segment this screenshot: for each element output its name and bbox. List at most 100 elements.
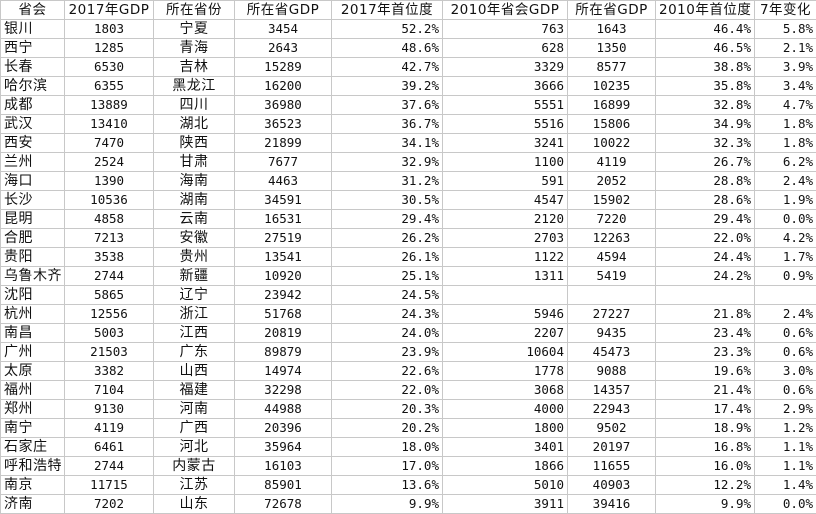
cell-primacy-2010: 23.4% xyxy=(655,323,755,343)
cell-capital: 成都 xyxy=(0,95,65,115)
cell-province-gdp-2017: 14974 xyxy=(234,361,332,381)
cell-primacy-2017: 32.9% xyxy=(331,152,443,172)
cell-change-7yr: 0.6% xyxy=(754,342,816,362)
cell-primacy-2010: 16.0% xyxy=(655,456,755,476)
cell-capital-gdp-2010: 591 xyxy=(442,171,568,191)
cell-primacy-2010: 19.6% xyxy=(655,361,755,381)
cell-primacy-2017: 26.2% xyxy=(331,228,443,248)
cell-province: 江苏 xyxy=(153,475,235,495)
cell-gdp-2017: 6461 xyxy=(64,437,154,457)
cell-province-gdp-2017: 85901 xyxy=(234,475,332,495)
cell-primacy-2017: 24.5% xyxy=(331,285,443,305)
table-row: 太原 3382 山西 14974 22.6% 1778 9088 19.6% 3.0% xyxy=(0,361,816,381)
cell-capital: 济南 xyxy=(0,494,65,514)
cell-primacy-2010: 18.9% xyxy=(655,418,755,438)
cell-province-gdp-2010: 40903 xyxy=(567,475,656,495)
cell-capital-gdp-2010: 3666 xyxy=(442,76,568,96)
cell-province: 海南 xyxy=(153,171,235,191)
cell-primacy-2017: 52.2% xyxy=(331,19,443,39)
header-row: 省会 2017年GDP 所在省份 所在省GDP 2017年首位度 2010年省会GDP 所在… xyxy=(0,0,816,20)
cell-capital: 南昌 xyxy=(0,323,65,343)
cell-gdp-2017: 7104 xyxy=(64,380,154,400)
cell-change-7yr: 0.6% xyxy=(754,323,816,343)
cell-capital-gdp-2010: 4000 xyxy=(442,399,568,419)
cell-capital: 海口 xyxy=(0,171,65,191)
cell-capital-gdp-2010: 1311 xyxy=(442,266,568,286)
cell-province-gdp-2017: 16103 xyxy=(234,456,332,476)
cell-primacy-2010: 23.3% xyxy=(655,342,755,362)
cell-province: 山西 xyxy=(153,361,235,381)
cell-province: 广东 xyxy=(153,342,235,362)
cell-change-7yr: 0.9% xyxy=(754,266,816,286)
cell-province: 贵州 xyxy=(153,247,235,267)
cell-primacy-2010: 21.8% xyxy=(655,304,755,324)
table-row: 哈尔滨 6355 黑龙江 16200 39.2% 3666 10235 35.8% 3.4% xyxy=(0,76,816,96)
cell-capital: 乌鲁木齐 xyxy=(0,266,65,286)
cell-gdp-2017: 7470 xyxy=(64,133,154,153)
cell-primacy-2010: 46.4% xyxy=(655,19,755,39)
cell-primacy-2010: 28.6% xyxy=(655,190,755,210)
table-row: 合肥 7213 安徽 27519 26.2% 2703 12263 22.0% 4.2% xyxy=(0,228,816,248)
cell-capital: 贵阳 xyxy=(0,247,65,267)
cell-capital: 银川 xyxy=(0,19,65,39)
cell-province-gdp-2010: 11655 xyxy=(567,456,656,476)
cell-province-gdp-2017: 20819 xyxy=(234,323,332,343)
cell-primacy-2017: 48.6% xyxy=(331,38,443,58)
cell-province: 青海 xyxy=(153,38,235,58)
cell-province-gdp-2017: 15289 xyxy=(234,57,332,77)
cell-province-gdp-2017: 2643 xyxy=(234,38,332,58)
cell-change-7yr: 4.7% xyxy=(754,95,816,115)
cell-capital: 广州 xyxy=(0,342,65,362)
cell-change-7yr: 3.4% xyxy=(754,76,816,96)
cell-capital-gdp-2010: 4547 xyxy=(442,190,568,210)
cell-capital-gdp-2010: 5516 xyxy=(442,114,568,134)
cell-province-gdp-2010: 15902 xyxy=(567,190,656,210)
cell-change-7yr: 1.8% xyxy=(754,114,816,134)
cell-capital-gdp-2010: 2207 xyxy=(442,323,568,343)
table-row: 昆明 4858 云南 16531 29.4% 2120 7220 29.4% 0.0% xyxy=(0,209,816,229)
table-row: 石家庄 6461 河北 35964 18.0% 3401 20197 16.8% 1.1% xyxy=(0,437,816,457)
cell-change-7yr: 0.0% xyxy=(754,494,816,514)
cell-primacy-2017: 42.7% xyxy=(331,57,443,77)
cell-province-gdp-2017: 27519 xyxy=(234,228,332,248)
cell-primacy-2010: 29.4% xyxy=(655,209,755,229)
cell-province-gdp-2010: 27227 xyxy=(567,304,656,324)
cell-province: 湖北 xyxy=(153,114,235,134)
cell-primacy-2017: 22.6% xyxy=(331,361,443,381)
cell-change-7yr: 1.9% xyxy=(754,190,816,210)
cell-gdp-2017: 3382 xyxy=(64,361,154,381)
cell-province-gdp-2017: 4463 xyxy=(234,171,332,191)
header-change-7yr: 7年变化 xyxy=(754,0,816,20)
cell-province: 陕西 xyxy=(153,133,235,153)
cell-province: 浙江 xyxy=(153,304,235,324)
cell-change-7yr: 5.8% xyxy=(754,19,816,39)
cell-province: 云南 xyxy=(153,209,235,229)
cell-gdp-2017: 6530 xyxy=(64,57,154,77)
cell-primacy-2017: 36.7% xyxy=(331,114,443,134)
cell-gdp-2017: 3538 xyxy=(64,247,154,267)
cell-change-7yr: 1.7% xyxy=(754,247,816,267)
cell-primacy-2010: 26.7% xyxy=(655,152,755,172)
table-row: 长春 6530 吉林 15289 42.7% 3329 8577 38.8% 3.9% xyxy=(0,57,816,77)
cell-gdp-2017: 2744 xyxy=(64,266,154,286)
cell-capital: 沈阳 xyxy=(0,285,65,305)
cell-province-gdp-2017: 72678 xyxy=(234,494,332,514)
cell-gdp-2017: 11715 xyxy=(64,475,154,495)
cell-province-gdp-2010: 1643 xyxy=(567,19,656,39)
cell-capital: 太原 xyxy=(0,361,65,381)
cell-change-7yr: 2.4% xyxy=(754,304,816,324)
cell-change-7yr: 3.9% xyxy=(754,57,816,77)
cell-province-gdp-2017: 10920 xyxy=(234,266,332,286)
table-row: 成都 13889 四川 36980 37.6% 5551 16899 32.8% 4.7% xyxy=(0,95,816,115)
table-row: 兰州 2524 甘肃 7677 32.9% 1100 4119 26.7% 6.2% xyxy=(0,152,816,172)
cell-primacy-2010: 12.2% xyxy=(655,475,755,495)
table-row: 南宁 4119 广西 20396 20.2% 1800 9502 18.9% 1.2% xyxy=(0,418,816,438)
header-primacy-2017: 2017年首位度 xyxy=(331,0,443,20)
header-primacy-2010: 2010年首位度 xyxy=(655,0,755,20)
cell-capital: 武汉 xyxy=(0,114,65,134)
cell-capital: 石家庄 xyxy=(0,437,65,457)
cell-primacy-2017: 26.1% xyxy=(331,247,443,267)
cell-change-7yr: 2.9% xyxy=(754,399,816,419)
cell-change-7yr: 2.4% xyxy=(754,171,816,191)
